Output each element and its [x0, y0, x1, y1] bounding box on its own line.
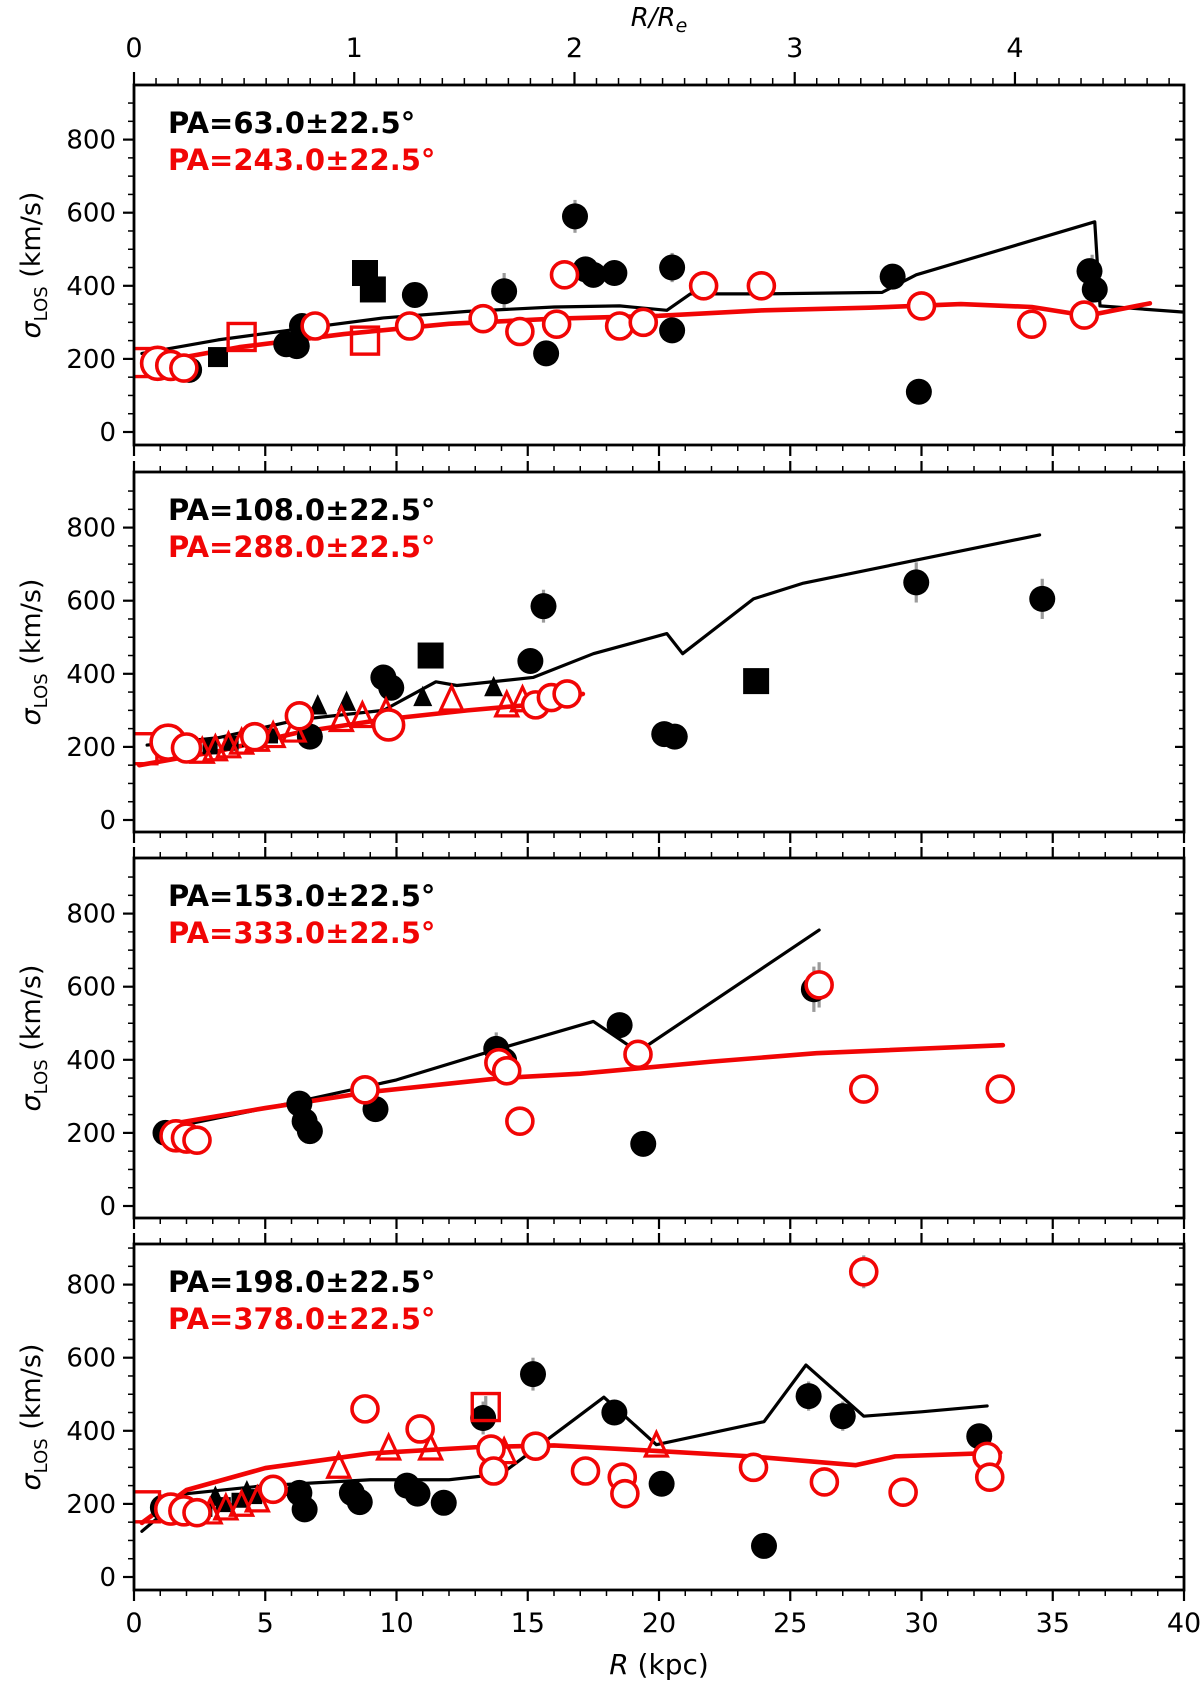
panel-4-ticks	[123, 1233, 1186, 1601]
y-axis-label: σLOS (km/s)	[16, 192, 52, 339]
top-axis-label: R/Re	[631, 3, 688, 37]
panel-1-plot-area	[134, 199, 1184, 405]
y-tick-label: 200	[66, 1490, 116, 1520]
y-tick-label: 800	[66, 514, 116, 544]
y-tick-label: 0	[99, 806, 116, 836]
model-line-red	[142, 301, 1153, 367]
x-tick-label: 10	[379, 1608, 413, 1639]
top-tick-label: 1	[346, 33, 363, 64]
y-tick-label: 800	[66, 1271, 116, 1301]
pa-annotation-red: PA=288.0±22.5°	[168, 530, 435, 564]
black-squares	[202, 642, 770, 755]
panel-1-ticks	[123, 72, 1186, 456]
pa-annotation-black: PA=198.0±22.5°	[168, 1265, 435, 1299]
pa-annotation-black: PA=153.0±22.5°	[168, 879, 435, 913]
y-tick-label: 800	[66, 126, 116, 156]
x-tick-label: 35	[1036, 1608, 1070, 1639]
red-circles	[159, 970, 1016, 1156]
y-tick-label: 400	[66, 272, 116, 302]
top-tick-label: 3	[786, 33, 803, 64]
y-tick-label: 200	[66, 733, 116, 763]
black-squares	[208, 260, 386, 368]
y-tick-label: 0	[99, 1563, 116, 1593]
panel-3-ticks	[123, 847, 1186, 1229]
panel-4: PA=198.0±22.5°PA=378.0±22.5°020040060080…	[16, 1233, 1200, 1639]
y-axis-label: σLOS (km/s)	[16, 965, 52, 1112]
pa-annotation-red: PA=378.0±22.5°	[168, 1302, 435, 1336]
x-tick-label: 5	[257, 1608, 274, 1639]
x-tick-label: 0	[125, 1608, 142, 1639]
panel-1: PA=63.0±22.5°PA=243.0±22.5° 0 200 400 600 800…	[16, 33, 1186, 456]
pa-annotation-black: PA=63.0±22.5°	[168, 106, 415, 140]
panel-2-ticks	[123, 461, 1186, 843]
panel-4-plot-area	[134, 1255, 1005, 1559]
x-tick-label: 25	[773, 1608, 807, 1639]
y-tick-label: 400	[66, 1046, 116, 1076]
x-tick-label: 30	[904, 1608, 938, 1639]
black-circles	[152, 203, 1108, 405]
y-tick-label: 200	[66, 1119, 116, 1149]
y-tick-label: 0	[99, 418, 116, 448]
y-tick-label: 800	[66, 900, 116, 930]
red-circles	[149, 679, 582, 764]
panel-2: PA=108.0±22.5°PA=288.0±22.5° 0 200 400 600 80…	[16, 461, 1186, 843]
y-tick-label: 0	[99, 1192, 116, 1222]
pa-annotation-red: PA=243.0±22.5°	[168, 143, 435, 177]
y-tick-label: 600	[66, 1344, 116, 1374]
red-circles	[153, 1257, 1005, 1528]
panel-3-plot-area	[152, 928, 1016, 1157]
y-tick-label: 200	[66, 345, 116, 375]
top-tick-label: 4	[1006, 33, 1023, 64]
top-tick-label: 2	[566, 33, 583, 64]
panel-3: PA=153.0±22.5°PA=333.0±22.5° 0 200 400 600 80…	[16, 847, 1186, 1229]
x-tick-label: 20	[642, 1608, 676, 1639]
y-axis-label: σLOS (km/s)	[16, 1344, 52, 1491]
red-circles	[139, 260, 1100, 383]
y-tick-label: 600	[66, 587, 116, 617]
x-tick-label: 15	[511, 1608, 545, 1639]
top-tick-label: 0	[125, 33, 142, 64]
model-line-red	[139, 1443, 1003, 1526]
y-tick-label: 600	[66, 199, 116, 229]
model-line-red	[163, 1042, 1006, 1128]
pa-annotation-red: PA=333.0±22.5°	[168, 916, 435, 950]
black-circles	[149, 1361, 993, 1559]
x-axis-label: R (kpc)	[609, 1648, 709, 1681]
y-axis-label: σLOS (km/s)	[16, 579, 52, 726]
y-tick-label: 400	[66, 660, 116, 690]
y-tick-label: 400	[66, 1417, 116, 1447]
pa-annotation-black: PA=108.0±22.5°	[168, 493, 435, 527]
x-tick-label: 40	[1167, 1608, 1200, 1639]
y-tick-label: 600	[66, 973, 116, 1003]
panel-2-plot-area	[134, 533, 1056, 768]
